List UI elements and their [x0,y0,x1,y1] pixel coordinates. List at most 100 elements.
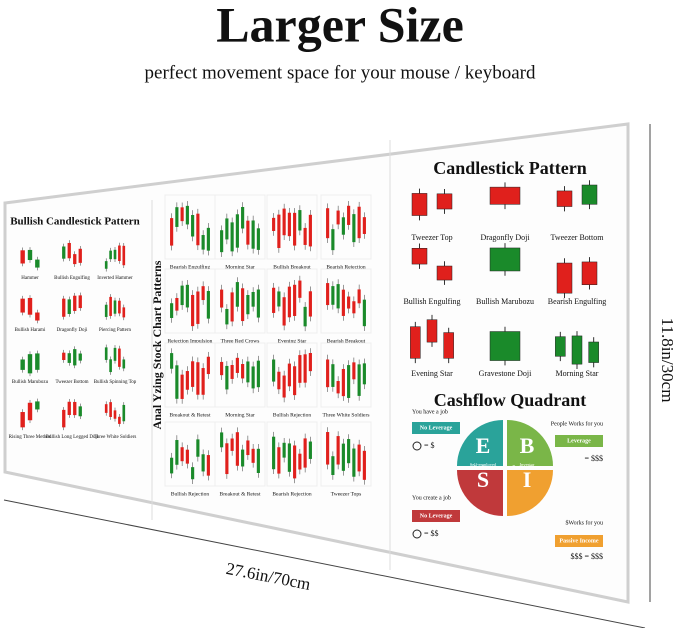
candle-body [220,289,224,308]
pattern-label: Rejection Impulsion [168,338,213,344]
candle-body [185,205,189,225]
candle-body [220,432,224,448]
pattern-label: Morning Star [225,264,255,270]
candle-body [293,212,297,246]
candle-body [191,361,195,387]
quadrant-label: Employee [474,464,492,469]
candle-body [352,214,356,243]
candle-body [341,443,345,471]
candle-body [196,291,200,324]
candle-body [122,404,126,422]
candle-body [282,297,286,326]
candle-body [20,250,25,264]
candle-body [241,449,245,467]
pattern-label: Bearish Breakout [327,338,366,344]
pattern-label: Morning Star [556,369,599,378]
candle-body [303,306,307,327]
pattern-label: Hammer [21,276,39,281]
note-text: People Works for you [551,420,603,427]
pattern-label: Bullish Rejection [273,412,312,418]
pattern-label: Evening Star [278,338,307,344]
quadrant-letter: E [476,433,491,458]
pattern-label: Bullish Harami [15,328,46,333]
candle-body [326,432,330,465]
right-panel-title: Candlestick Pattern [433,158,586,178]
candle-body [122,359,126,369]
pattern-label: Bullish Breakout [273,264,311,270]
note-formula: = $$ [424,529,439,538]
quadrant-letter: I [523,467,532,492]
pattern-label: Bullish Spinning Top [94,380,137,385]
quadrant-label: Investor [520,462,535,467]
clock-icon [412,441,422,451]
candle-body [256,228,260,250]
candle-body [113,347,117,361]
candle-body [235,357,239,373]
candle-body [225,365,229,390]
candle-body [277,371,281,390]
candle-body [277,291,281,307]
candle-body [331,364,335,387]
candle-body [35,312,40,321]
candle-body [308,214,312,247]
candle-body [555,336,566,357]
candle-body [35,353,40,370]
pattern-label: Morning Star [225,412,255,418]
candle-body [293,366,297,396]
candle-body [20,359,25,370]
candle-body [272,287,276,313]
candle-body [62,409,66,428]
pattern-label: Bullish Engulfing [54,276,90,281]
candle-body [256,448,260,473]
candle-body [196,213,200,246]
candle-body [235,432,239,466]
quadrant-letter: B [520,433,535,458]
quadrant-label: Self-employed [470,462,497,467]
candle-body [201,454,205,472]
candle-body [185,284,189,308]
chart-frame [320,342,372,408]
note-tag-text: No Leverage [420,513,453,519]
candle-body [411,193,428,216]
candle-body [109,359,112,373]
note-text: You have a job [412,409,448,415]
candle-body [170,457,174,474]
candle-body [336,210,340,225]
candle-body [230,438,234,451]
candle-body [191,294,195,327]
candle-body [27,249,33,261]
quadrant [507,420,553,466]
pattern-label: Dragonfly Doji [57,328,88,333]
candle-body [362,299,366,327]
pattern-label: Breakout & Retest [170,412,211,418]
quadrant [457,420,503,466]
candle-body [104,304,108,317]
middle-panel-title: Anal Yzing Stock Chart Patterns [150,260,164,429]
candle-body [73,254,77,265]
candle-body [20,298,25,313]
note-formula: $$$ = $$$ [570,552,603,561]
candle-body [175,207,179,227]
candle-body [298,355,302,383]
pattern-label: Bearish Engulfing [548,297,606,306]
candle-body [331,229,335,251]
candle-body [122,245,126,266]
chart-frame [266,421,318,487]
chart-frame [266,194,318,260]
chart-frame [320,268,372,334]
candle-body [27,354,33,374]
note-tag-text: Passive Income [559,538,598,544]
chart-frame [214,194,266,260]
candle-body [298,453,302,470]
chart-frame [214,268,266,334]
candle-body [341,368,345,397]
subheadline: perfect movement space for your mouse / … [145,62,536,83]
candle-body [571,335,583,365]
candle-body [489,186,521,205]
candle-body [191,214,195,237]
candle-body [362,363,366,385]
candle-body [256,360,260,388]
pattern-label: Tweezer Top [411,233,452,242]
candle-body [104,261,108,269]
note-tag-text: Leverage [567,438,591,444]
